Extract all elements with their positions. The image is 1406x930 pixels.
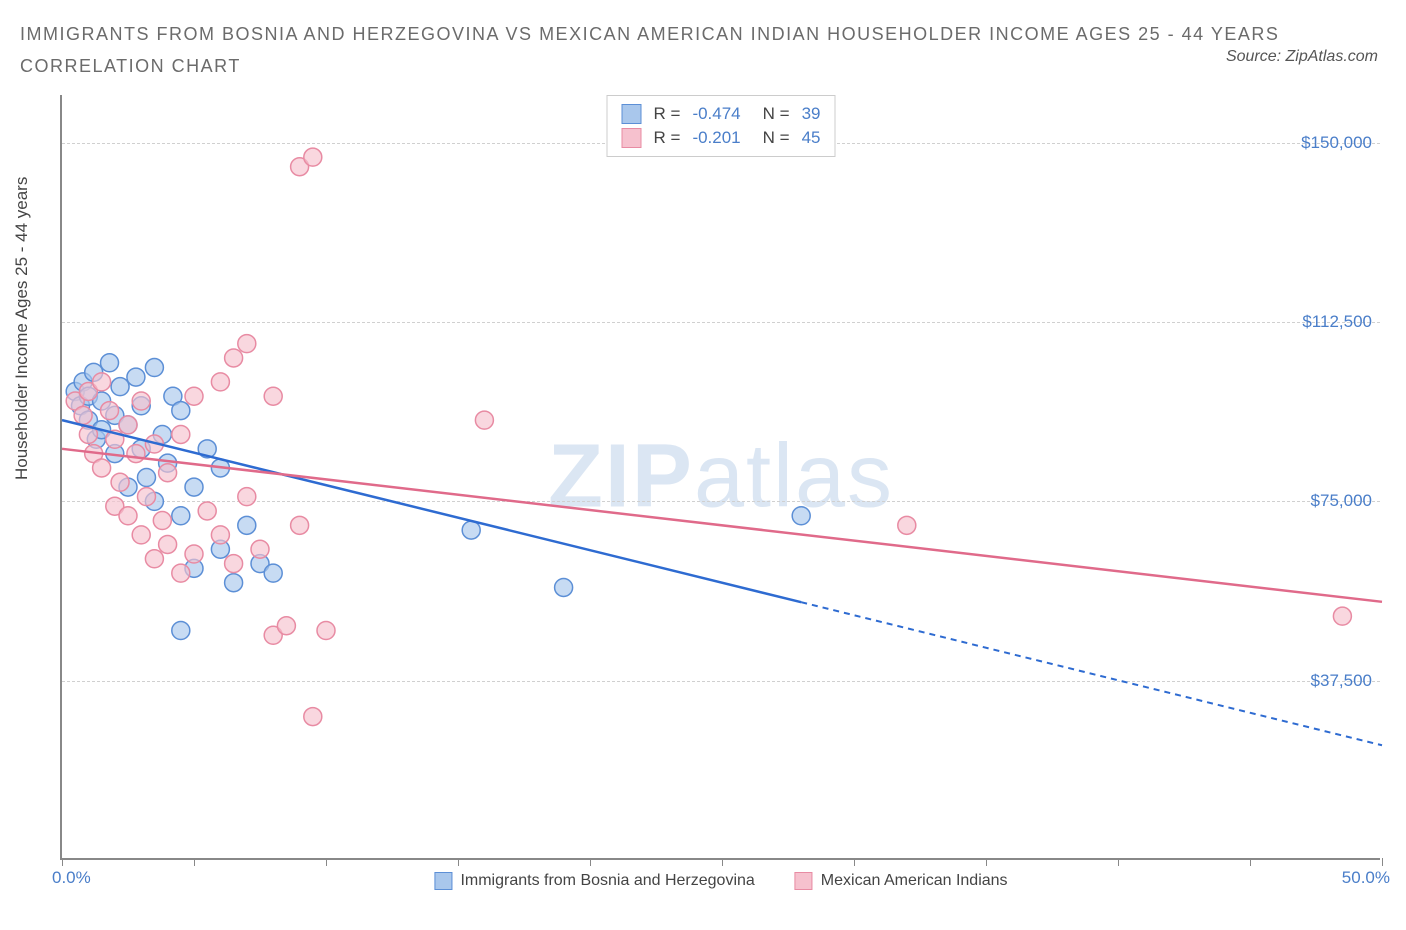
legend-r-value: -0.201 [692, 128, 740, 148]
data-point-mexican [238, 335, 256, 353]
data-point-bosnia [172, 622, 190, 640]
data-point-mexican [251, 540, 269, 558]
data-point-mexican [304, 708, 322, 726]
source-prefix: Source: [1226, 48, 1286, 65]
x-tick [590, 858, 591, 866]
data-point-mexican [145, 550, 163, 568]
data-point-bosnia [127, 368, 145, 386]
data-point-bosnia [137, 469, 155, 487]
x-tick [458, 858, 459, 866]
data-point-mexican [159, 535, 177, 553]
data-point-mexican [127, 445, 145, 463]
legend-series-label: Immigrants from Bosnia and Herzegovina [460, 872, 754, 889]
data-point-bosnia [172, 402, 190, 420]
x-tick [854, 858, 855, 866]
data-point-mexican [132, 526, 150, 544]
data-point-mexican [93, 373, 111, 391]
data-point-mexican [119, 507, 137, 525]
data-point-bosnia [238, 516, 256, 534]
x-tick [1382, 858, 1383, 866]
trendline-mexican [62, 449, 1382, 602]
legend-n-value: 39 [802, 104, 821, 124]
data-point-bosnia [101, 354, 119, 372]
data-point-mexican [132, 392, 150, 410]
data-point-mexican [317, 622, 335, 640]
data-point-bosnia [111, 378, 129, 396]
legend-r-label: R = [654, 128, 681, 148]
x-axis-max-label: 50.0% [1342, 868, 1390, 888]
legend-r-value: -0.474 [692, 104, 740, 124]
data-point-mexican [111, 473, 129, 491]
data-point-mexican [172, 425, 190, 443]
legend-row-mexican: R = -0.201 N = 45 [622, 126, 821, 150]
x-tick [722, 858, 723, 866]
data-point-mexican [153, 512, 171, 530]
data-point-mexican [211, 526, 229, 544]
x-tick [62, 858, 63, 866]
trendline-extrapolated-bosnia [801, 602, 1382, 745]
title-line-1: IMMIGRANTS FROM BOSNIA AND HERZEGOVINA V… [20, 18, 1279, 50]
data-point-bosnia [145, 359, 163, 377]
x-tick [1118, 858, 1119, 866]
data-point-mexican [238, 488, 256, 506]
x-axis-min-label: 0.0% [52, 868, 91, 888]
source-attribution: Source: ZipAtlas.com [1226, 48, 1378, 66]
data-point-mexican [93, 459, 111, 477]
legend-swatch [434, 872, 452, 890]
data-point-mexican [264, 387, 282, 405]
legend-swatch [622, 104, 642, 124]
data-point-mexican [137, 488, 155, 506]
data-point-mexican [304, 148, 322, 166]
legend-n-label: N = [763, 128, 790, 148]
data-point-mexican [291, 516, 309, 534]
data-point-mexican [185, 545, 203, 563]
data-point-mexican [1333, 607, 1351, 625]
x-tick [986, 858, 987, 866]
legend-item-mexican: Mexican American Indians [795, 872, 1008, 890]
data-point-mexican [185, 387, 203, 405]
data-point-mexican [225, 555, 243, 573]
data-point-mexican [211, 373, 229, 391]
legend-item-bosnia: Immigrants from Bosnia and Herzegovina [434, 872, 754, 890]
data-point-bosnia [172, 507, 190, 525]
x-tick [1250, 858, 1251, 866]
title-line-2: CORRELATION CHART [20, 50, 1279, 82]
data-point-bosnia [264, 564, 282, 582]
data-point-mexican [74, 406, 92, 424]
data-point-bosnia [185, 478, 203, 496]
legend-row-bosnia: R = -0.474 N = 39 [622, 102, 821, 126]
data-point-mexican [198, 502, 216, 520]
legend-n-value: 45 [802, 128, 821, 148]
data-point-mexican [172, 564, 190, 582]
data-point-bosnia [225, 574, 243, 592]
data-point-mexican [225, 349, 243, 367]
data-point-bosnia [792, 507, 810, 525]
correlation-legend: R = -0.474 N = 39 R = -0.201 N = 45 [607, 95, 836, 157]
legend-n-label: N = [763, 104, 790, 124]
source-name: ZipAtlas.com [1286, 48, 1378, 65]
data-point-mexican [159, 464, 177, 482]
series-legend: Immigrants from Bosnia and Herzegovina Me… [434, 872, 1007, 890]
data-point-mexican [101, 402, 119, 420]
legend-series-label: Mexican American Indians [821, 872, 1008, 889]
legend-r-label: R = [654, 104, 681, 124]
data-point-mexican [277, 617, 295, 635]
x-tick [326, 858, 327, 866]
data-point-mexican [898, 516, 916, 534]
scatter-chart: ZIPatlas $37,500$75,000$112,500$150,000 … [60, 95, 1380, 860]
data-point-mexican [119, 416, 137, 434]
x-tick [194, 858, 195, 866]
legend-swatch [622, 128, 642, 148]
y-axis-label: Householder Income Ages 25 - 44 years [12, 177, 32, 480]
chart-title: IMMIGRANTS FROM BOSNIA AND HERZEGOVINA V… [20, 18, 1279, 83]
data-point-bosnia [462, 521, 480, 539]
plot-svg [62, 95, 1380, 858]
data-point-mexican [475, 411, 493, 429]
legend-swatch [795, 872, 813, 890]
data-point-bosnia [555, 578, 573, 596]
